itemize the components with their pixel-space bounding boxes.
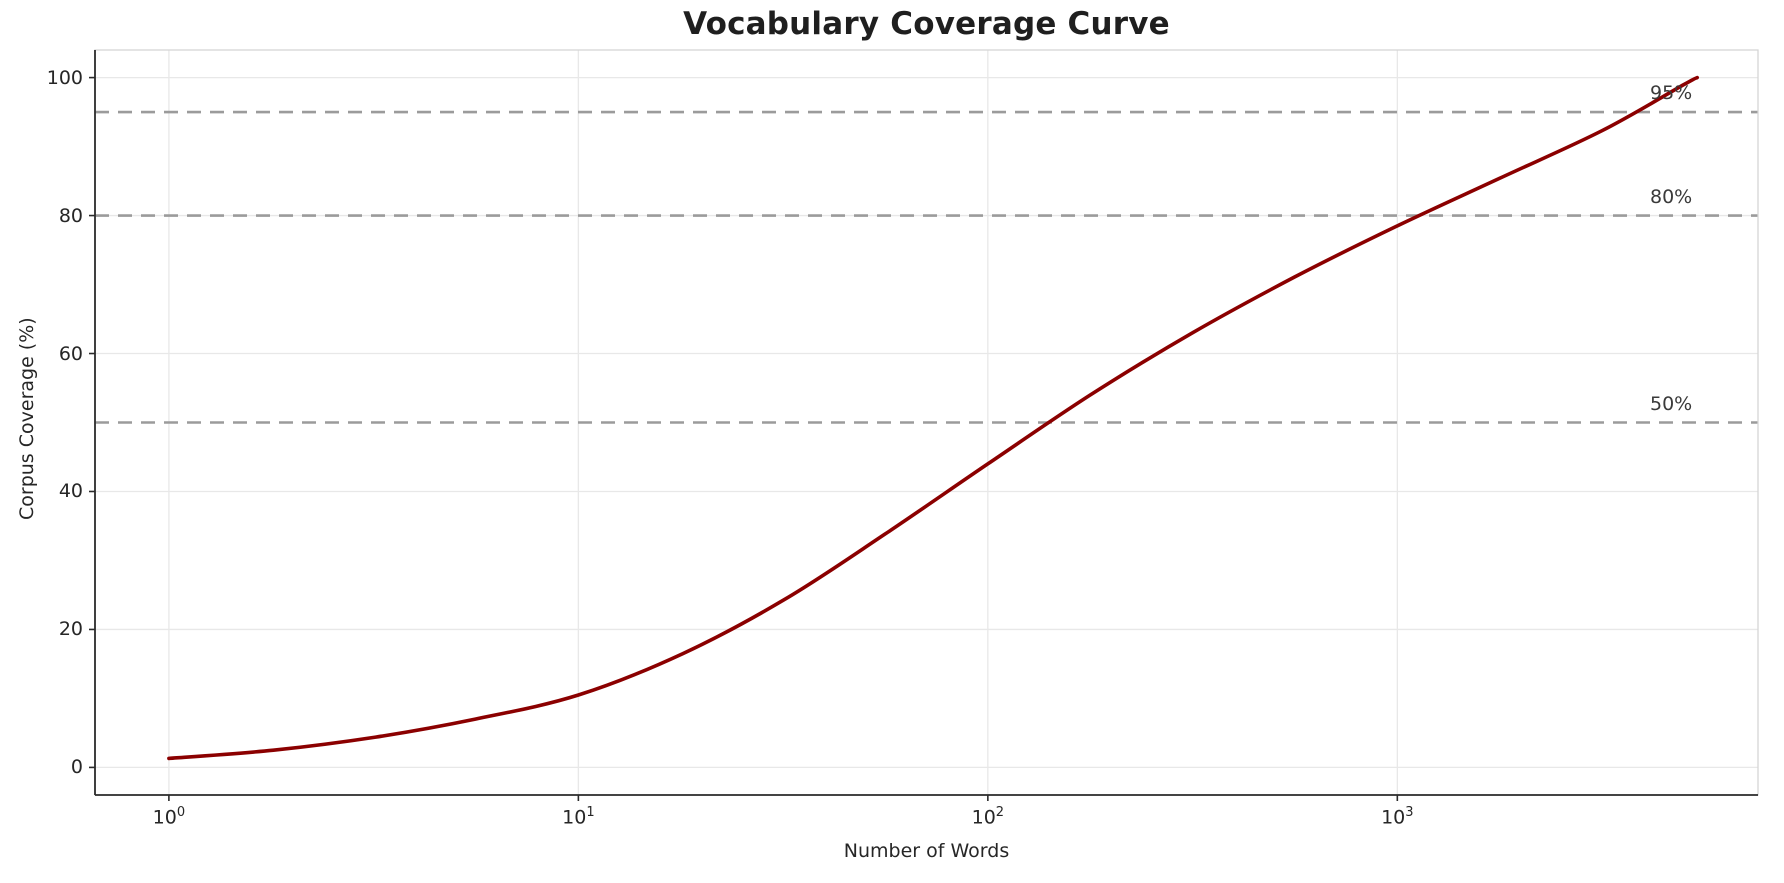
reference-line-label: 50% (1650, 392, 1693, 415)
coverage-curve (167, 75, 1699, 761)
y-tick-label: 80 (58, 204, 83, 227)
y-axis-label: Corpus Coverage (%) (16, 317, 38, 520)
x-tick-label: 100 (152, 805, 186, 829)
reference-line-label: 95% (1650, 82, 1693, 105)
x-axis-label: Number of Words (843, 840, 1010, 862)
chart-title: Vocabulary Coverage Curve (683, 6, 1170, 42)
y-tick-label: 60 (58, 342, 83, 365)
y-tick-label: 20 (58, 618, 83, 641)
y-tick-label: 100 (46, 66, 83, 89)
y-tick-label: 40 (58, 480, 83, 503)
reference-line-label: 80% (1650, 185, 1693, 208)
x-tick-label: 103 (1381, 805, 1414, 829)
x-tick-label: 102 (971, 805, 1005, 829)
y-tick-label: 0 (70, 756, 83, 779)
x-tick-label: 101 (562, 805, 595, 829)
